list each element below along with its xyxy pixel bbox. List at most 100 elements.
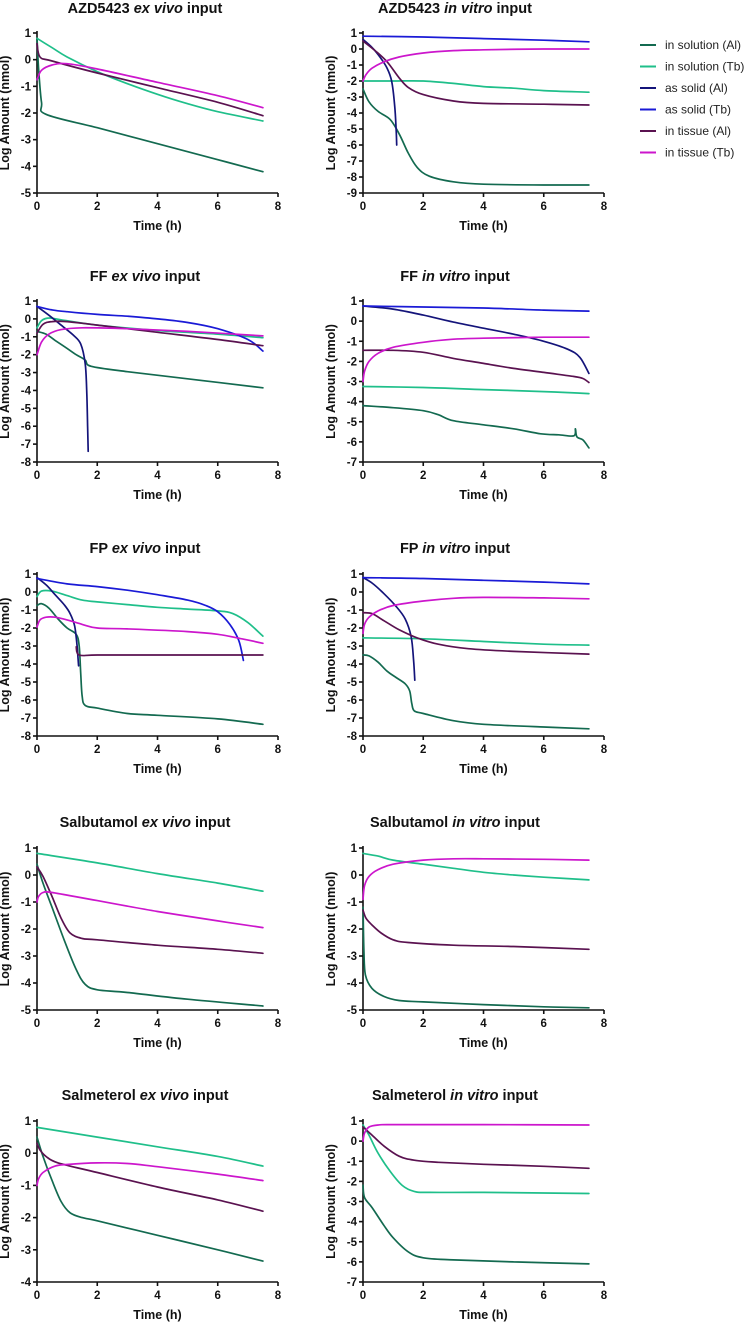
x-tick-label: 0 — [360, 744, 366, 756]
x-axis-label: Time (h) — [133, 1036, 181, 1050]
series-line-solid-tb — [362, 35, 590, 43]
x-tick-label: 2 — [420, 201, 426, 213]
y-tick-label: -4 — [347, 978, 358, 990]
y-tick-label: -1 — [347, 605, 358, 617]
chart-title-part: input — [189, 1088, 229, 1104]
chart-title-part: AZD5423 — [378, 1, 444, 17]
y-tick-label: 1 — [25, 1116, 32, 1128]
chart-title-part: ex vivo — [140, 1088, 189, 1104]
y-tick-label: -7 — [347, 457, 357, 469]
chart-title: AZD5423 in vitro input — [378, 1, 532, 17]
y-tick-label: -5 — [21, 1005, 32, 1017]
series-line-solid-tb — [362, 576, 590, 585]
x-tick-label: 2 — [94, 1018, 100, 1030]
series-line-sol-tb — [362, 637, 590, 646]
legend-label: as solid (Al) — [665, 81, 728, 95]
y-tick-label: -5 — [21, 403, 32, 415]
y-tick-label: -9 — [347, 188, 357, 200]
legend-item: in tissue (Tb) — [640, 146, 734, 160]
legend-label: in solution (Tb) — [665, 60, 744, 74]
series-line-tis-al — [362, 349, 590, 384]
y-tick-label: -1 — [347, 336, 358, 348]
series-line-tis-tb — [362, 48, 590, 82]
series-line-tis-al — [362, 909, 590, 951]
y-tick-label: -7 — [21, 439, 31, 451]
x-tick-label: 6 — [215, 1018, 221, 1030]
series-line-sol-tb — [362, 852, 590, 881]
chart-title-part: Salmeterol — [62, 1088, 140, 1104]
chart-title-part: FF — [90, 269, 112, 285]
y-axis-label: Log Amount (nmol) — [0, 324, 12, 439]
y-tick-label: -1 — [347, 897, 358, 909]
series-line-solid-al — [362, 305, 590, 375]
series-line-tis-al — [362, 40, 590, 106]
chart-title-part: input — [501, 815, 541, 831]
y-tick-label: 1 — [351, 28, 358, 40]
x-tick-label: 6 — [541, 470, 547, 482]
x-tick-label: 8 — [601, 201, 608, 213]
y-tick-label: -4 — [21, 385, 32, 397]
chart-title-part: in vitro — [422, 269, 470, 285]
series-line-tis-al — [36, 320, 264, 347]
series-line-sol-al — [362, 88, 590, 186]
y-tick-label: -6 — [347, 140, 357, 152]
series-line-sol-al — [36, 330, 264, 389]
y-tick-label: -7 — [347, 1277, 357, 1289]
y-tick-label: 1 — [25, 569, 32, 581]
y-tick-label: -2 — [347, 76, 357, 88]
y-tick-label: -4 — [347, 1217, 358, 1229]
series-line-tis-tb — [362, 857, 590, 901]
y-tick-label: 0 — [25, 55, 31, 67]
x-tick-label: 6 — [541, 1018, 547, 1030]
y-tick-label: -2 — [21, 1213, 31, 1225]
x-axis-label: Time (h) — [133, 219, 181, 233]
x-tick-label: 6 — [215, 201, 221, 213]
chart-title-part: Salmeterol — [372, 1088, 450, 1104]
y-tick-label: 0 — [351, 587, 357, 599]
y-tick-label: -4 — [347, 659, 358, 671]
y-axis-label: Log Amount (nmol) — [324, 598, 338, 713]
x-axis-label: Time (h) — [459, 1036, 507, 1050]
series-line-sol-tb — [36, 37, 264, 122]
series-line-solid-al — [36, 305, 90, 453]
chart-title-part: in vitro — [444, 1, 492, 17]
y-tick-label: 0 — [25, 870, 31, 882]
y-tick-label: -8 — [347, 731, 358, 743]
y-axis-label: Log Amount (nmol) — [324, 1144, 338, 1259]
x-tick-label: 4 — [154, 1018, 161, 1030]
x-axis-label: Time (h) — [133, 1308, 181, 1322]
chart-title: FF in vitro input — [400, 269, 510, 285]
chart-title-part: input — [183, 1, 223, 17]
chart-title-part: FF — [400, 269, 422, 285]
x-tick-label: 2 — [94, 470, 100, 482]
chart-title-part: input — [471, 541, 511, 557]
y-tick-label: -5 — [347, 417, 358, 429]
y-tick-label: -8 — [21, 731, 32, 743]
legend-item: in solution (Al) — [640, 38, 741, 52]
x-tick-label: 4 — [480, 1018, 487, 1030]
y-axis-label: Log Amount (nmol) — [0, 598, 12, 713]
chart-title-part: FP — [90, 541, 112, 557]
x-tick-label: 8 — [275, 201, 282, 213]
y-tick-label: 1 — [25, 28, 32, 40]
y-tick-label: 1 — [25, 843, 32, 855]
series-line-solid-al — [362, 576, 416, 682]
y-tick-label: -8 — [21, 457, 32, 469]
series-line-sol-al — [36, 863, 264, 1007]
series-line-sol-al — [362, 654, 590, 730]
y-axis-label: Log Amount (nmol) — [324, 324, 338, 439]
y-tick-label: -4 — [21, 1277, 32, 1289]
y-tick-label: -1 — [21, 81, 32, 93]
x-tick-label: 2 — [94, 201, 100, 213]
x-tick-label: 6 — [541, 201, 547, 213]
x-tick-label: 8 — [601, 470, 608, 482]
x-tick-label: 2 — [94, 744, 100, 756]
x-tick-label: 0 — [34, 1018, 40, 1030]
y-tick-label: -5 — [347, 1005, 358, 1017]
y-tick-label: -6 — [347, 437, 357, 449]
chart-title-part: Salbutamol — [60, 815, 142, 831]
x-tick-label: 2 — [420, 470, 426, 482]
